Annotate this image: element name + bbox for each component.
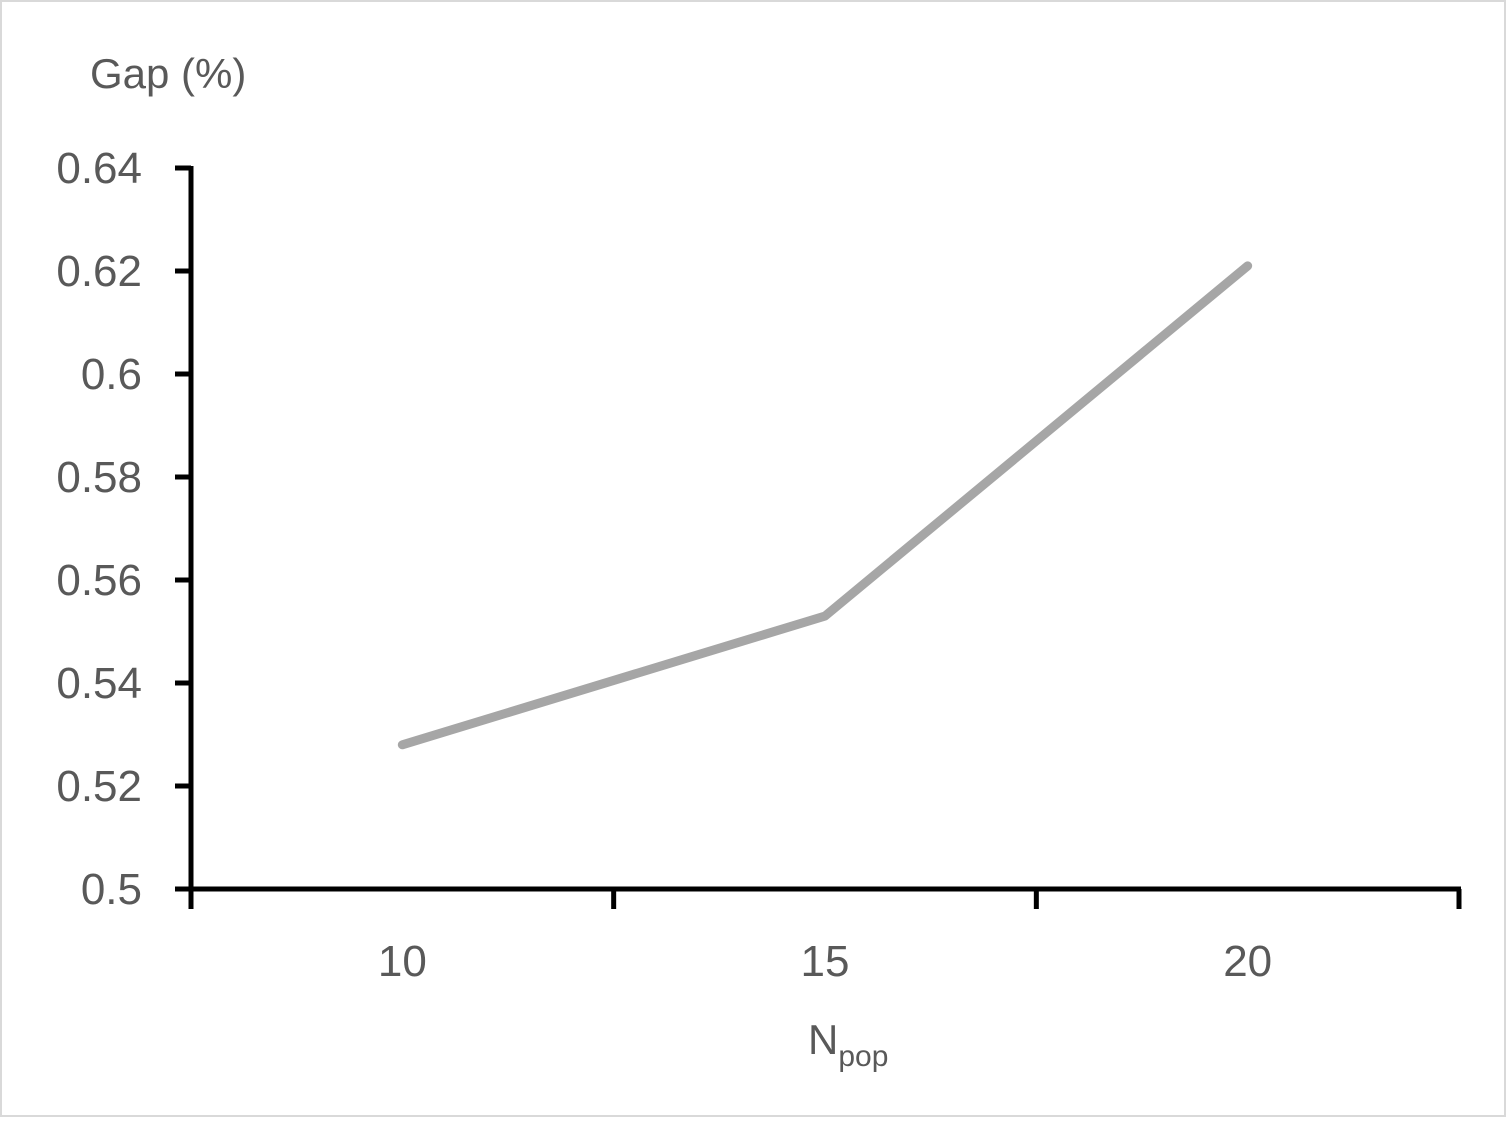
x-axis-title-main: N bbox=[808, 1016, 838, 1063]
x-tick-label: 15 bbox=[801, 937, 850, 986]
y-axis-title: Gap (%) bbox=[90, 50, 246, 97]
y-tick-label: 0.56 bbox=[56, 556, 142, 605]
y-tick-label: 0.64 bbox=[56, 144, 142, 193]
y-tick-label: 0.54 bbox=[56, 659, 142, 708]
y-tick-label: 0.52 bbox=[56, 762, 142, 811]
x-tick-label: 10 bbox=[378, 937, 427, 986]
x-axis-ticks: 10 15 20 bbox=[188, 889, 1462, 986]
series-line bbox=[397, 261, 1253, 750]
x-axis-title-subscript: pop bbox=[838, 1040, 888, 1073]
y-tick-label: 0.6 bbox=[81, 350, 142, 399]
x-axis-title: Npop bbox=[808, 1016, 888, 1073]
y-axis-ticks: 0.5 0.52 0.54 0.56 0.58 0.6 0.62 0.64 bbox=[56, 144, 191, 914]
series-layer bbox=[397, 261, 1253, 750]
x-tick-label: 20 bbox=[1223, 937, 1272, 986]
y-tick-label: 0.62 bbox=[56, 247, 142, 296]
y-tick-label: 0.5 bbox=[81, 865, 142, 914]
y-tick-label: 0.58 bbox=[56, 453, 142, 502]
